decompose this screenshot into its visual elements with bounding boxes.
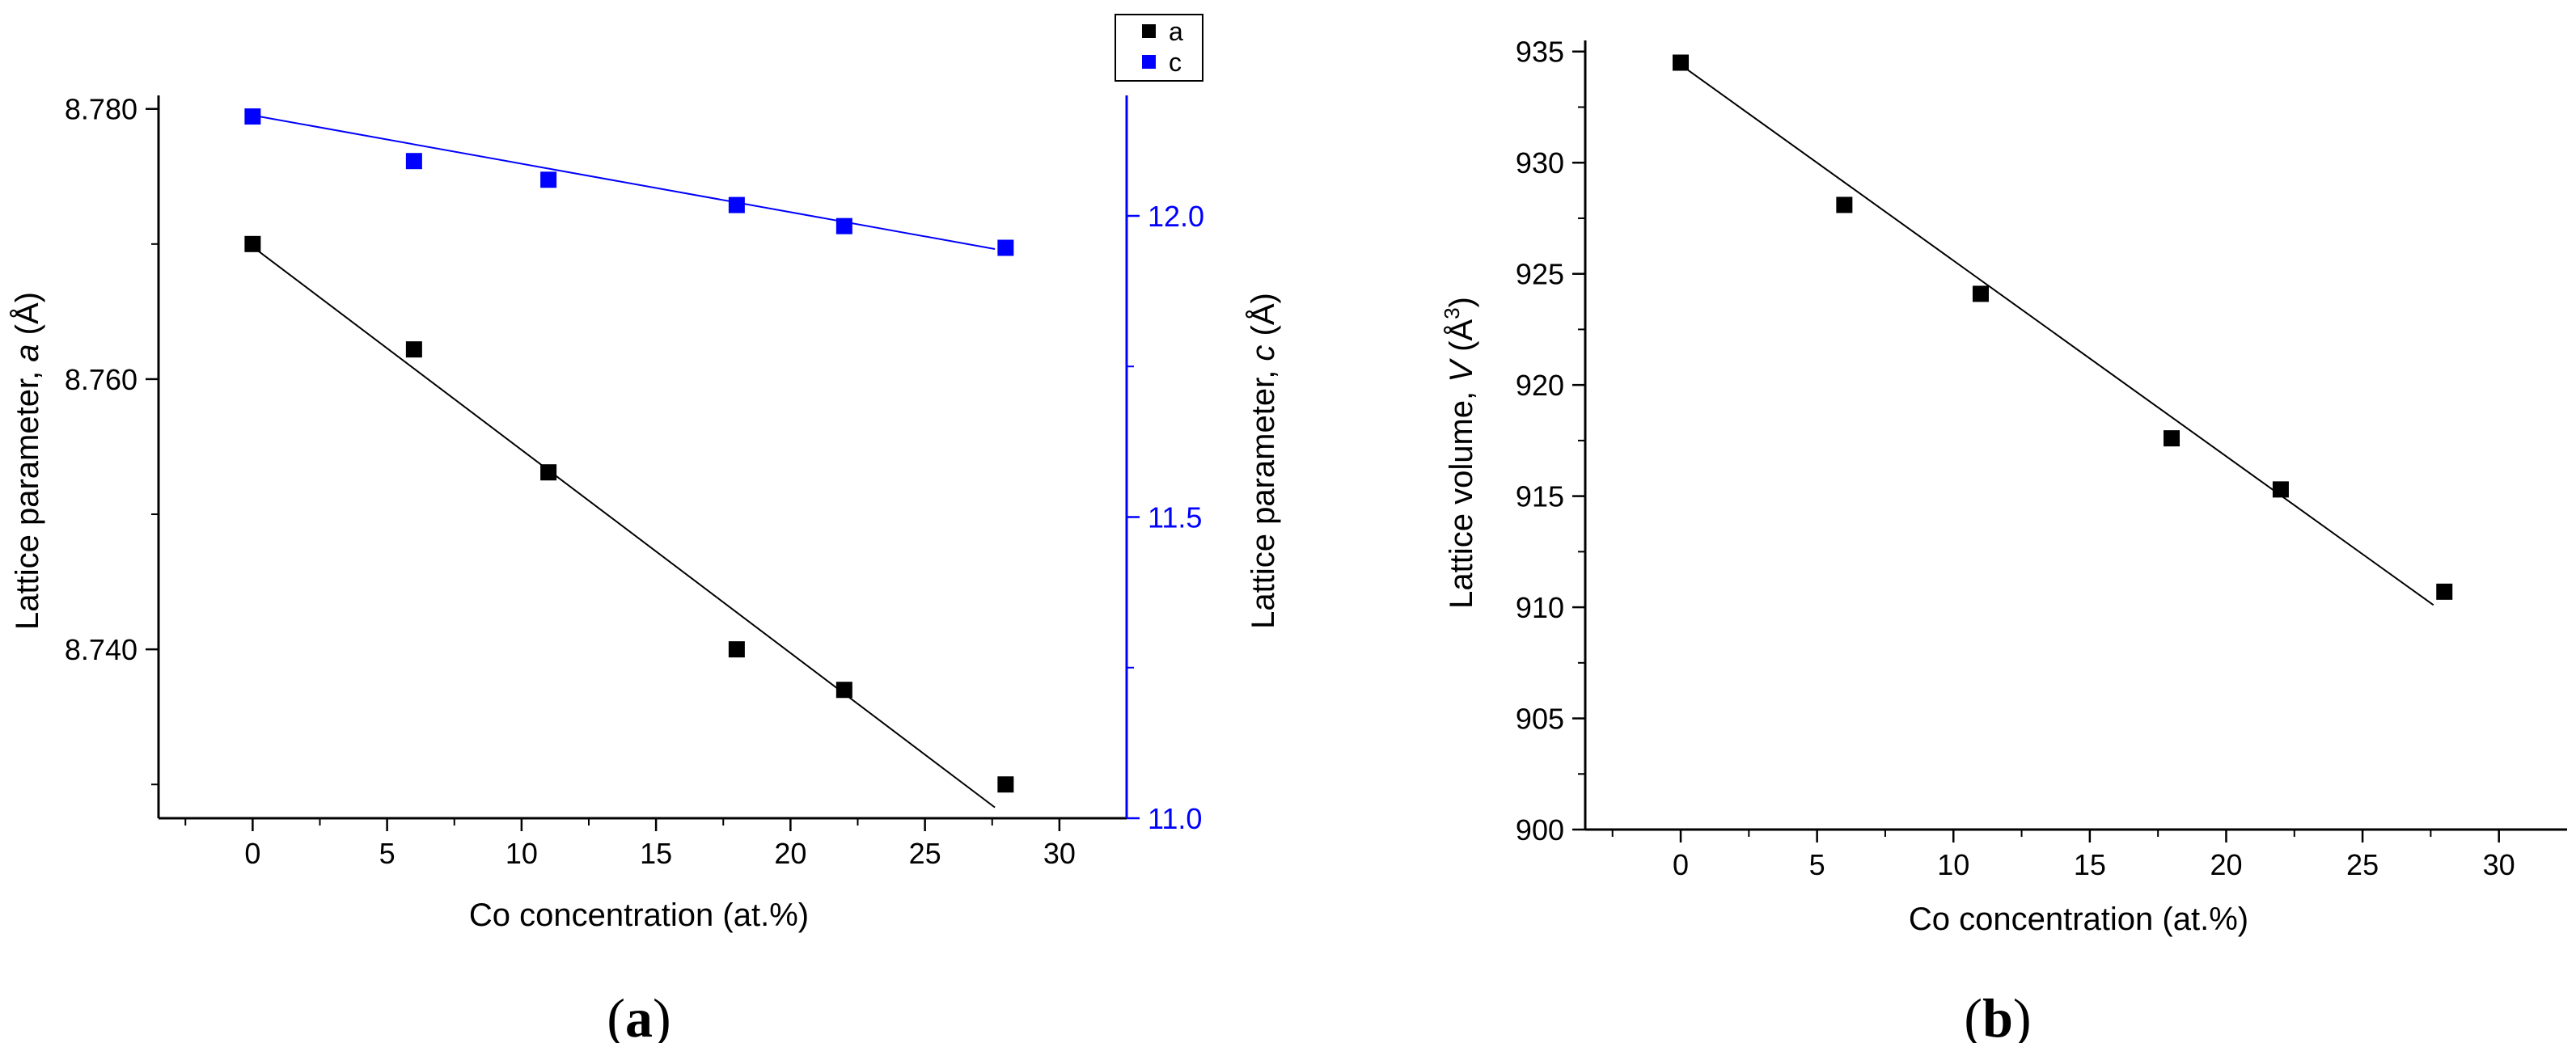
panel-a-label: (a) xyxy=(607,987,670,1043)
panel-a-fit-line-a xyxy=(252,246,996,809)
panel-a-left-tick-label: 8.740 xyxy=(65,633,137,666)
panel-a-point-a xyxy=(405,341,422,358)
panel-b-x-tick-label: 25 xyxy=(2346,848,2379,881)
panel-a-x-tick-label: 10 xyxy=(505,837,538,870)
panel-a-legend: a c xyxy=(1115,14,1203,82)
panel-a-x-tick-label: 0 xyxy=(244,837,260,870)
panel-b-point-V xyxy=(2272,481,2289,498)
panel-a-point-c xyxy=(835,217,852,234)
legend-marker-c xyxy=(1142,55,1156,69)
panel-b-x-tick-label: 5 xyxy=(1809,848,1825,881)
panel-a-left-tick-label: 8.780 xyxy=(65,93,137,126)
panel-b-y-tick-label: 905 xyxy=(1516,703,1564,736)
panel-b-label: (b) xyxy=(1964,987,2031,1043)
panel-a-point-c xyxy=(728,196,745,213)
panel-b-y-tick-label: 930 xyxy=(1516,146,1564,179)
panel-a-x-tick-label: 20 xyxy=(774,837,806,870)
panel-b-y-tick-label: 920 xyxy=(1516,369,1564,402)
panel-a-right-tick-label: 12.0 xyxy=(1148,200,1204,233)
panel-b-x-tick-label: 30 xyxy=(2483,848,2515,881)
panel-a-right-tick-label: 11.5 xyxy=(1148,501,1202,534)
panel-b-y-tick-label: 925 xyxy=(1516,258,1564,291)
panel-a-point-a xyxy=(728,641,745,658)
panel-a-x-tick-label: 15 xyxy=(640,837,672,870)
panel-a-x-tick-label: 30 xyxy=(1043,837,1076,870)
panel-b-fit-line-V xyxy=(1680,64,2434,606)
panel-a-point-c xyxy=(244,108,261,125)
panel-a-point-c xyxy=(997,239,1014,256)
panel-b-y-tick-label: 935 xyxy=(1516,36,1564,69)
panel-a: 0 5 10 15 20 25 30 8.740 8.760 8.780 11.0 11.5 12.… xyxy=(9,14,1281,1043)
legend-label-a: a xyxy=(1169,17,1183,46)
panel-b-x-tick-label: 10 xyxy=(1937,848,1969,881)
panel-b-y-tick-label: 900 xyxy=(1516,813,1564,847)
panel-a-right-axis-title: Lattice parameter, c (Å) xyxy=(1245,293,1281,629)
panel-b-x-tick-label: 15 xyxy=(2074,848,2106,881)
panel-a-right-tick-label: 11.0 xyxy=(1148,802,1202,835)
panel-a-point-c xyxy=(405,153,422,170)
panel-b-point-V xyxy=(1972,285,1989,302)
panel-b-y-tick-label: 910 xyxy=(1516,591,1564,624)
panel-a-point-a xyxy=(244,235,261,252)
panel-b: 0 5 10 15 20 25 30 900 905 910 915 920 925 930 935 Co… xyxy=(1440,36,2567,1043)
panel-b-point-V xyxy=(2436,583,2453,600)
panel-a-point-a xyxy=(997,776,1014,793)
legend-marker-a xyxy=(1142,24,1156,38)
panel-b-y-tick-label: 915 xyxy=(1516,480,1564,513)
panel-a-left-tick-label: 8.760 xyxy=(65,363,137,396)
panel-a-point-a xyxy=(540,464,557,481)
panel-a-x-axis-title: Co concentration (at.%) xyxy=(469,897,809,933)
legend-label-c: c xyxy=(1169,48,1182,77)
panel-b-x-axis-title: Co concentration (at.%) xyxy=(1909,902,2248,937)
panel-a-point-a xyxy=(835,682,852,699)
panel-b-point-V xyxy=(1673,54,1690,71)
panel-b-x-tick-label: 0 xyxy=(1673,848,1689,881)
panel-a-x-tick-label: 5 xyxy=(379,837,395,870)
panel-a-x-tick-label: 25 xyxy=(909,837,941,870)
panel-b-point-V xyxy=(2164,430,2181,447)
panel-a-point-c xyxy=(540,171,557,188)
legend-box xyxy=(1115,14,1203,82)
panel-b-point-V xyxy=(1836,196,1853,213)
panel-a-fit-line-c xyxy=(252,114,996,250)
panel-a-left-axis-title: Lattice parameter, a (Å) xyxy=(9,292,45,630)
panel-b-x-tick-label: 20 xyxy=(2210,848,2242,881)
panel-b-y-axis-title: Lattice volume, V (Å3) xyxy=(1440,297,1479,609)
